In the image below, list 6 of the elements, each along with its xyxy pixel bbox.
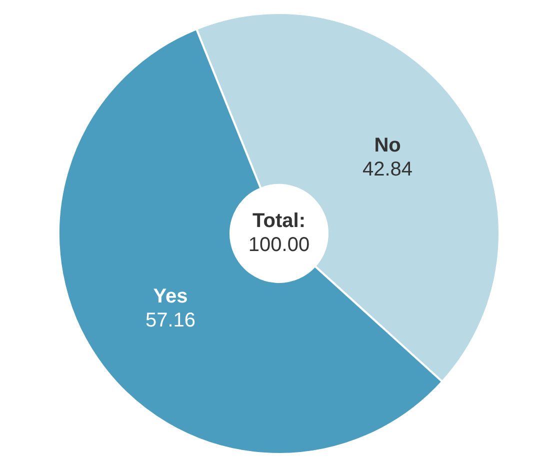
text: Total: <box>252 210 306 232</box>
text: 100.00 <box>248 234 310 256</box>
data-label: 57.16 <box>145 310 196 332</box>
slice-label: No <box>374 134 401 156</box>
data-label: 42.84 <box>362 158 413 180</box>
slice-label: Yes <box>153 286 188 308</box>
